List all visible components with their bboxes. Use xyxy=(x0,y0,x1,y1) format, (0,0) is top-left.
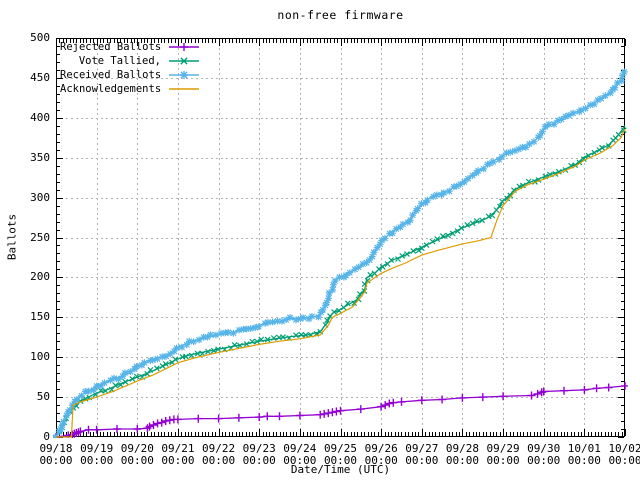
star-marker-line-sample xyxy=(169,71,199,79)
legend-item-received: Received Ballots xyxy=(60,68,201,82)
x-tick-label: 09/19 00:00 xyxy=(75,443,119,467)
x-tick-label: 09/27 00:00 xyxy=(400,443,444,467)
x-tick-label: 09/26 00:00 xyxy=(359,443,403,467)
legend-label: Rejected Ballots xyxy=(60,41,162,53)
x-tick-time: 00:00 xyxy=(445,454,479,467)
y-tick-label: 450 xyxy=(30,70,50,84)
x-tick-label: 09/23 00:00 xyxy=(237,443,281,467)
legend-item-acknowledgements: Acknowledgements xyxy=(60,82,201,96)
x-tick-time: 00:00 xyxy=(527,454,561,467)
x-tick-time: 00:00 xyxy=(323,454,358,467)
x-tick-time: 00:00 xyxy=(80,454,114,467)
series-acknowledgements xyxy=(56,128,626,438)
legend-label: Received Ballots xyxy=(60,69,162,81)
y-tick-label: 250 xyxy=(30,230,50,244)
x-tick-label: 09/28 00:00 xyxy=(440,443,484,467)
x-tick-label: 09/21 00:00 xyxy=(156,443,200,467)
y-tick-label: 50 xyxy=(36,390,50,404)
legend-item-rejected: Rejected Ballots xyxy=(60,40,201,54)
none-marker-line-sample xyxy=(169,88,199,90)
x-tick-label: 09/22 00:00 xyxy=(197,443,241,467)
x-tick-time: 00:00 xyxy=(486,454,520,467)
y-tick-label: 0 xyxy=(43,430,50,443)
x-axis-label: Date/Time (UTC) xyxy=(290,463,391,476)
y-tick-label: 500 xyxy=(30,31,50,44)
plus-marker-line-sample xyxy=(169,43,199,51)
legend-item-tallied: Vote Tallied, xyxy=(60,54,201,68)
x-tick-time: 00:00 xyxy=(364,454,398,467)
legend-label: Acknowledgements xyxy=(60,83,162,95)
y-tick-label: 100 xyxy=(30,350,50,364)
x-tick-time: 00:00 xyxy=(39,454,73,467)
x-tick-label: 10/01 00:00 xyxy=(562,443,606,467)
y-tick-label: 400 xyxy=(30,110,50,124)
legend-label: Vote Tallied, xyxy=(78,55,161,67)
series-received xyxy=(53,68,628,438)
x-tick-label: 09/25 00:00 xyxy=(319,443,363,467)
x-tick-time: 00:00 xyxy=(202,454,236,467)
x-tick-time: 00:00 xyxy=(608,454,640,467)
x-tick-time: 00:00 xyxy=(161,454,195,467)
x-tick-label: 09/29 00:00 xyxy=(481,443,525,467)
y-axis-label: Ballots xyxy=(5,213,19,261)
x-tick-label: 09/24 00:00 xyxy=(278,443,322,467)
x-tick-time: 00:00 xyxy=(120,454,154,467)
y-tick-label: 200 xyxy=(30,270,50,284)
y-tick-label: 150 xyxy=(30,310,50,324)
cross-marker-line-sample xyxy=(169,57,199,65)
x-tick-label: 09/20 00:00 xyxy=(115,443,159,467)
series-rejected xyxy=(53,381,628,438)
x-tick-label: 10/02 00:00 xyxy=(603,443,640,467)
x-tick-label: 09/30 00:00 xyxy=(522,443,566,467)
x-tick-time: 00:00 xyxy=(405,454,439,467)
x-tick-time: 00:00 xyxy=(242,454,276,467)
x-tick-time: 00:00 xyxy=(283,454,317,467)
y-tick-label: 300 xyxy=(30,190,50,204)
legend: Rejected Ballots Vote Tallied, Received Ba… xyxy=(60,40,201,96)
x-tick-time: 00:00 xyxy=(567,454,601,467)
chart-title: non-free firmware xyxy=(277,8,404,22)
x-tick-label: 09/18 00:00 xyxy=(34,443,78,467)
y-tick-label: 350 xyxy=(30,150,50,164)
